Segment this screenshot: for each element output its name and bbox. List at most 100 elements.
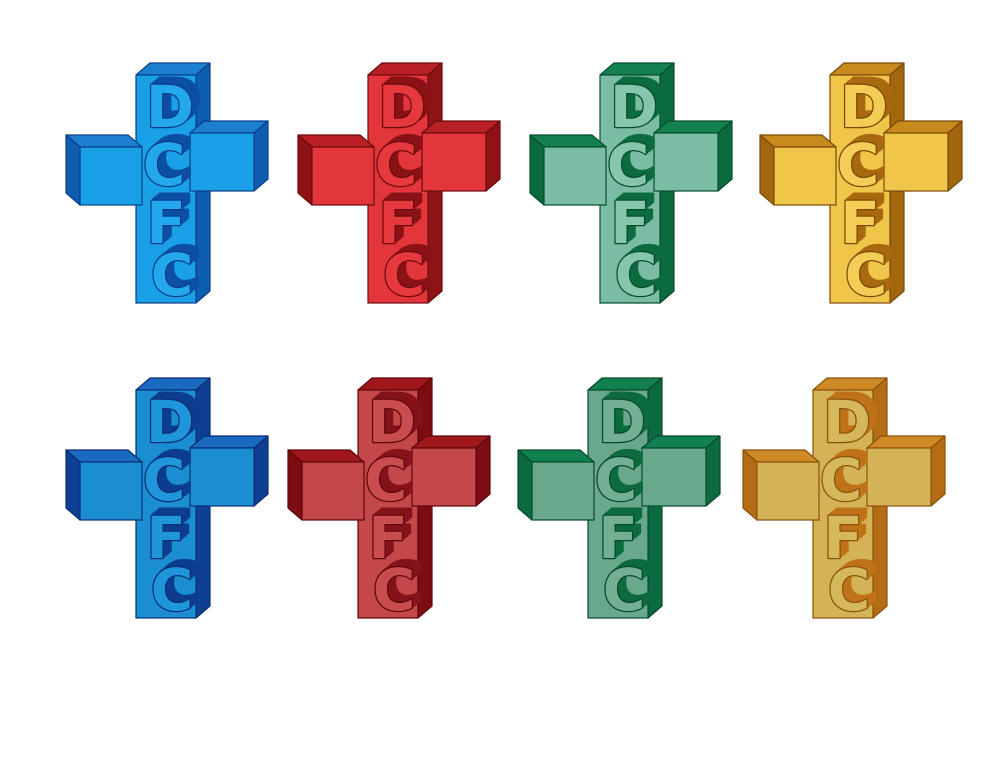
logo-letter-c-4: C (845, 241, 888, 309)
letter-depth: F (830, 498, 870, 566)
letter-depth: D (384, 67, 432, 135)
letter-depth: C (828, 439, 871, 507)
letter-depth: D (848, 66, 896, 134)
cross-right-arm-side-face (930, 435, 946, 507)
letter-depth: D (386, 66, 434, 134)
letter-depth: C (381, 549, 424, 617)
cross-right-arm (883, 120, 963, 192)
cross-left-arm-side-face (65, 449, 81, 521)
logo-letter-c-4: C (828, 556, 871, 624)
letter-depth: F (154, 182, 194, 250)
letter-depth: D (154, 66, 202, 134)
letter-depth: D (381, 70, 429, 138)
letter-depth: C (376, 130, 419, 198)
letter-depth: D (616, 67, 664, 135)
letter-depth: C (373, 439, 416, 507)
letter-depth: C (378, 128, 421, 196)
letter-depth: C (853, 234, 896, 302)
letter-depth: C (148, 442, 191, 510)
letter-depth: C (843, 125, 886, 193)
cross-right-arm-side-face (717, 120, 733, 192)
cross-vertical-beam-front-face (135, 74, 197, 304)
letter-depth: C (381, 125, 424, 193)
letter-depth: F (371, 501, 411, 569)
cross-right-arm (653, 120, 733, 192)
letter-depth: C (846, 240, 889, 308)
cross-right-arm-side-face (253, 120, 269, 192)
letter-depth: C (612, 127, 655, 195)
letter-depth: C (610, 128, 653, 196)
logo-letter-c-2: C (143, 446, 186, 514)
letter-depth: C (833, 552, 876, 620)
cross-left-arm-front-face (301, 461, 365, 521)
logo-letter-f-3: F (598, 504, 638, 572)
cross-right-arm-front-face (411, 447, 477, 507)
letter-depth: C (383, 124, 426, 192)
letter-depth: F (370, 503, 410, 571)
logo-letter-d-1: D (146, 388, 194, 456)
cross-left-arm (517, 449, 595, 521)
letter-depth: C (156, 552, 199, 620)
letter-depth: C (391, 234, 434, 302)
letter-depth: D (612, 72, 660, 140)
letter-depth: F (843, 186, 883, 254)
cross-vertical-beam-front-face (367, 74, 429, 304)
letter-depth: C (596, 445, 639, 513)
logo-letter-c-4: C (151, 241, 194, 309)
letter-depth: C (152, 555, 195, 623)
letter-depth: C (834, 550, 877, 618)
letter-depth: F (605, 498, 645, 566)
logo-letter-d-1: D (378, 73, 426, 141)
cross-left-arm-front-face (531, 461, 595, 521)
letter-depth: D (152, 382, 200, 450)
cross-left-arm (759, 134, 837, 206)
cross-left-arm-front-face (543, 146, 607, 206)
cross-vertical-beam-front-face (599, 74, 661, 304)
logo-letter-d-1: D (146, 73, 194, 141)
letter-depth: F (151, 500, 191, 568)
letter-depth: F (618, 182, 658, 250)
letter-depth: F (148, 188, 188, 256)
letter-depth: C (151, 124, 194, 192)
logo-letter-d-1: D (598, 388, 646, 456)
letter-depth: C (159, 549, 202, 617)
letter-depth: F (615, 185, 655, 253)
cross-left-arm (65, 134, 143, 206)
cross-right-arm-front-face (883, 132, 949, 192)
letter-depth: D (831, 381, 879, 449)
letter-depth: C (152, 240, 195, 308)
cross-left-arm-side-face (65, 134, 81, 206)
letter-depth: C (606, 553, 649, 621)
letter-depth: C (620, 237, 663, 305)
letter-depth: C (389, 235, 432, 303)
letter-depth: C (601, 440, 644, 508)
logo-letter-c-4: C (603, 556, 646, 624)
letter-depth: C (371, 440, 414, 508)
letter-depth: C (157, 235, 200, 303)
letter-depth: C (159, 234, 202, 302)
letter-depth: C (848, 238, 891, 306)
cross-right-arm (866, 435, 946, 507)
letter-depth: D (604, 382, 652, 450)
cross-right-arm-front-face (653, 132, 719, 192)
letter-depth: F (148, 503, 188, 571)
letter-depth: D (825, 387, 873, 455)
logo-letter-c-2: C (837, 131, 880, 199)
letter-depth: C (146, 128, 189, 196)
cross-right-arm-side-face (475, 435, 491, 507)
cross-vertical-beam-front-face (829, 74, 891, 304)
letter-depth: C (836, 549, 879, 617)
letter-depth: F (847, 183, 887, 251)
logo-letter-c-2: C (820, 446, 863, 514)
letter-depth: C (600, 442, 643, 510)
cross-right-arm-side-face (253, 435, 269, 507)
letter-depth: C (154, 238, 197, 306)
letter-depth: C (831, 553, 874, 621)
cross-left-arm-side-face (742, 449, 758, 521)
letter-depth: D (148, 387, 196, 455)
letter-depth: C (366, 445, 409, 513)
letter-depth: D (383, 69, 431, 137)
